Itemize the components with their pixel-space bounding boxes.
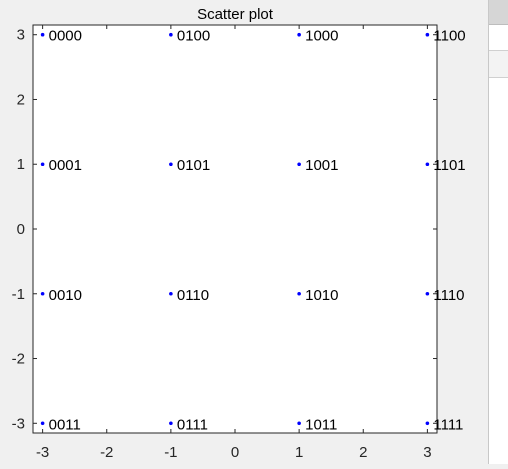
axes-background [32, 24, 438, 434]
point-label: 0000 [49, 28, 82, 45]
data-point [297, 32, 301, 37]
point-label: 0110 [177, 287, 209, 304]
x-tick-label: 3 [423, 444, 431, 461]
data-point [169, 32, 173, 37]
data-point [169, 162, 173, 167]
data-point [40, 32, 45, 37]
data-point [40, 162, 45, 167]
point-label: 1100 [433, 28, 465, 45]
data-point [40, 291, 45, 296]
data-point [425, 32, 430, 37]
y-tick-label: -2 [12, 351, 25, 368]
chart-title: Scatter plot [197, 6, 274, 23]
data-point [40, 421, 45, 426]
point-label: 0111 [177, 416, 208, 433]
x-tick-label: -1 [164, 444, 177, 461]
y-tick-label: -3 [12, 415, 25, 432]
data-point [297, 162, 301, 167]
point-label: 1011 [305, 416, 337, 433]
data-point [425, 291, 430, 296]
side-panel [488, 0, 508, 464]
point-label: 1010 [305, 287, 338, 304]
axis-ticks: -3 -2 -1 0 1 2 3 3 2 1 0 -1 -2 -3 [12, 25, 437, 461]
side-panel-header [489, 0, 508, 25]
data-points: 0000 0100 1000 1100 0001 0101 1001 1101 0010 0110… [40, 28, 466, 433]
point-label: 0010 [49, 287, 82, 304]
point-label: 0001 [49, 157, 82, 174]
y-tick-label: -1 [12, 286, 25, 303]
point-label: 0100 [177, 28, 210, 45]
x-tick-label: 1 [295, 444, 303, 461]
y-tick-label: 0 [17, 221, 25, 238]
side-panel-row [489, 50, 508, 78]
point-label: 0011 [49, 416, 81, 433]
x-tick-label: 0 [231, 444, 239, 461]
data-point [297, 291, 301, 296]
point-label: 1111 [433, 416, 463, 433]
y-tick-label: 1 [17, 156, 25, 173]
data-point [297, 421, 301, 426]
point-label: 0101 [177, 157, 210, 174]
data-point [425, 421, 430, 426]
y-tick-label: 2 [17, 91, 25, 108]
point-label: 1101 [433, 157, 465, 174]
x-tick-label: 2 [359, 444, 367, 461]
x-tick-label: -3 [36, 444, 49, 461]
point-label: 1000 [305, 28, 338, 45]
data-point [425, 162, 430, 167]
y-tick-label: 3 [17, 27, 25, 44]
x-tick-label: -2 [100, 444, 113, 461]
point-label: 1001 [305, 157, 338, 174]
data-point [169, 421, 173, 426]
data-point [169, 291, 173, 296]
point-label: 1110 [433, 287, 464, 304]
